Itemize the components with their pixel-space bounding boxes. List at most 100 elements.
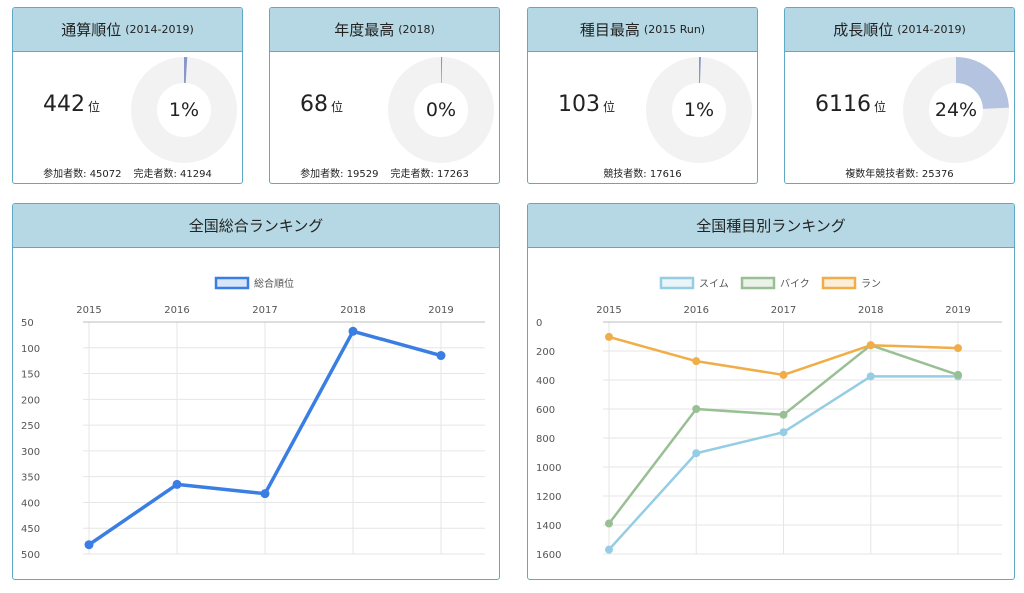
footer-stats: 競技者数: 17616 (603, 169, 682, 180)
y-tick-label: 400 (21, 498, 40, 509)
data-point[interactable] (605, 519, 613, 528)
legend-item[interactable]: スイム (659, 276, 729, 290)
chart-title: 全国種目別ランキング (696, 217, 846, 235)
event-ranking-chart: 2015 2016 2017 2018 2019 0 200 400 600 800 1000 120… (536, 276, 1002, 561)
x-tick-label: 2017 (771, 305, 796, 316)
legend-item[interactable]: 総合順位 (214, 276, 294, 290)
data-point[interactable] (172, 479, 182, 489)
stat-card-growth-rank: 成長順位 (2014-2019) 6116 位 24% 複数年競技者数: 25376 (784, 7, 1015, 184)
legend-label: ラン (861, 278, 881, 290)
legend-item[interactable]: ラン (821, 276, 881, 290)
x-tick-label: 2017 (252, 305, 277, 316)
card-title: 種目最高 (579, 21, 640, 39)
data-point[interactable] (866, 341, 875, 350)
legend-swatch (821, 276, 857, 290)
stat-card-event-best: 種目最高 (2015 Run) 103 位 1% 競技者数: 17616 (527, 7, 758, 184)
y-tick-label: 1600 (536, 550, 561, 561)
overall-ranking-chart: 2015 2016 2017 2018 2019 50 100 150 200 250 300 350… (21, 276, 485, 561)
y-tick-label: 50 (21, 318, 34, 329)
data-point[interactable] (260, 489, 270, 499)
percent-label: 1% (683, 99, 715, 121)
y-tick-label: 350 (21, 473, 40, 484)
legend-label: スイム (699, 278, 729, 290)
y-tick-label: 800 (536, 434, 555, 445)
data-point[interactable] (779, 410, 788, 419)
donut-chart (903, 57, 1009, 163)
y-tick-label: 300 (21, 447, 40, 458)
rank-value: 103 位 (558, 92, 616, 117)
chart-title: 全国総合ランキング (188, 217, 324, 235)
card-header: 成長順位 (2014-2019) (785, 8, 1014, 52)
y-tick-label: 600 (536, 405, 555, 416)
x-tick-label: 2018 (858, 305, 883, 316)
card-header: 全国種目別ランキング (528, 204, 1014, 248)
legend-label: 総合順位 (254, 277, 294, 290)
data-point[interactable] (605, 332, 613, 341)
legend-label: バイク (780, 278, 810, 290)
x-tick-label: 2019 (945, 305, 970, 316)
donut-slice (955, 57, 1009, 110)
card-header: 年度最高 (2018) (270, 8, 499, 52)
card-subtitle: (2014-2019) (125, 23, 194, 36)
data-point[interactable] (605, 545, 613, 554)
y-tick-label: 400 (536, 376, 555, 387)
data-point[interactable] (436, 351, 446, 361)
donut-chart (388, 57, 494, 163)
x-tick-label: 2018 (340, 305, 365, 316)
x-tick-label: 2015 (76, 305, 101, 316)
data-point[interactable] (866, 372, 875, 381)
data-point[interactable] (954, 370, 962, 379)
y-tick-label: 1000 (536, 463, 561, 474)
footer-stats: 複数年競技者数: 25376 (845, 169, 954, 180)
data-point[interactable] (692, 405, 701, 413)
stat-card-total-rank: 通算順位 (2014-2019) 442 位 1% 参加者数: 45072 完走者数:… (12, 7, 243, 184)
percent-label: 24% (934, 99, 978, 121)
rank-value: 442 位 (43, 92, 101, 117)
y-tick-label: 1200 (536, 492, 561, 503)
y-tick-label: 200 (21, 395, 40, 406)
legend-swatch (740, 276, 776, 290)
card-header: 全国総合ランキング (13, 204, 499, 248)
stat-card-year-best: 年度最高 (2018) 68 位 0% 参加者数: 19529 完走者数: 17263 (269, 7, 500, 184)
card-title: 通算順位 (61, 21, 122, 39)
data-point[interactable] (779, 428, 788, 437)
donut-chart (646, 57, 752, 163)
y-tick-label: 250 (21, 421, 40, 432)
card-title: 年度最高 (334, 21, 395, 39)
y-tick-label: 150 (21, 370, 40, 381)
data-point[interactable] (348, 326, 358, 336)
footer-stats: 参加者数: 19529 完走者数: 17263 (300, 169, 469, 180)
x-tick-label: 2019 (428, 305, 453, 316)
data-point[interactable] (779, 370, 788, 379)
x-tick-label: 2016 (164, 305, 189, 316)
data-point[interactable] (954, 344, 962, 353)
rank-value: 68 位 (300, 92, 344, 117)
card-header: 種目最高 (2015 Run) (528, 8, 757, 52)
legend-item[interactable]: バイク (740, 276, 810, 290)
y-tick-label: 1400 (536, 521, 561, 532)
data-point[interactable] (692, 449, 701, 458)
y-tick-label: 200 (536, 347, 555, 358)
footer-stats: 参加者数: 45072 完走者数: 41294 (43, 169, 212, 180)
data-point[interactable] (84, 540, 94, 550)
y-tick-label: 500 (21, 550, 40, 561)
card-header: 通算順位 (2014-2019) (13, 8, 242, 52)
chart-card-overall: 全国総合ランキング 2015 2016 2017 2018 2019 50 100 150 20… (12, 203, 500, 580)
percent-label: 1% (168, 99, 200, 121)
card-subtitle: (2015 Run) (643, 23, 706, 36)
card-subtitle: (2014-2019) (897, 23, 966, 36)
legend-swatch (214, 276, 250, 290)
x-tick-label: 2015 (596, 305, 621, 316)
legend-swatch (659, 276, 695, 290)
y-tick-label: 100 (21, 344, 40, 355)
x-tick-label: 2016 (684, 305, 709, 316)
card-subtitle: (2018) (398, 23, 435, 36)
y-tick-label: 450 (21, 524, 40, 535)
card-title: 成長順位 (833, 21, 894, 39)
donut-chart (131, 57, 237, 163)
y-tick-label: 0 (536, 318, 542, 329)
rank-value: 6116 位 (815, 92, 887, 117)
data-point[interactable] (692, 357, 701, 366)
chart-card-events: 全国種目別ランキング 2015 2016 2017 2018 2019 0 200 400 60… (527, 203, 1015, 580)
percent-label: 0% (425, 99, 457, 121)
